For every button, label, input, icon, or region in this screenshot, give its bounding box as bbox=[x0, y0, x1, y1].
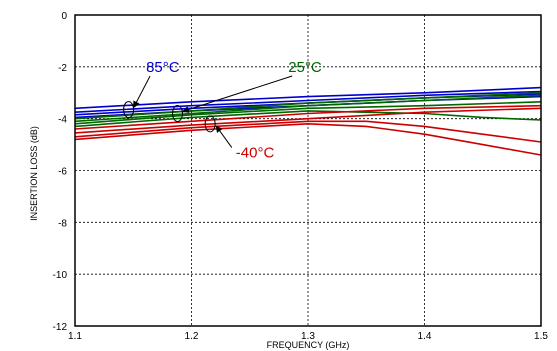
y-tick-label: -8 bbox=[58, 218, 67, 229]
annotation-label-room: 25°C bbox=[288, 59, 322, 76]
y-tick-label: -6 bbox=[58, 167, 67, 178]
series-line-cold bbox=[74, 107, 542, 134]
y-tick-label: 0 bbox=[61, 11, 67, 22]
series-line-hot bbox=[74, 90, 542, 113]
series-line-room bbox=[74, 92, 542, 120]
data-series bbox=[74, 86, 542, 156]
series-line-cold bbox=[74, 123, 542, 156]
annotation-arrow bbox=[181, 75, 293, 113]
series-line-cold bbox=[74, 104, 542, 130]
annotations: 85°C 25°C -40°C bbox=[123, 59, 322, 162]
group-marker-ellipse bbox=[172, 104, 184, 122]
series-line-cold bbox=[74, 120, 542, 143]
group-marker-ellipse bbox=[204, 115, 216, 133]
x-tick-label: 1.2 bbox=[185, 331, 199, 342]
series-line-room bbox=[74, 94, 542, 123]
x-axis-label: FREQUENCY (GHz) bbox=[267, 340, 350, 350]
y-axis-label: INSERTION LOSS (dB) bbox=[29, 126, 39, 221]
series-line-room bbox=[74, 101, 542, 125]
y-tick-label: -2 bbox=[58, 63, 67, 74]
annotation-arrow bbox=[215, 125, 233, 148]
grid-lines bbox=[75, 15, 541, 326]
annotation-label-cold: -40°C bbox=[236, 145, 275, 162]
y-tick-label: -10 bbox=[53, 270, 68, 281]
x-tick-label: 1.5 bbox=[534, 331, 548, 342]
x-tick-label: 1.1 bbox=[68, 331, 82, 342]
y-tick-label: -4 bbox=[58, 115, 67, 126]
series-line-room bbox=[74, 110, 542, 128]
series-line-hot bbox=[74, 86, 542, 110]
group-marker-ellipse bbox=[123, 101, 135, 119]
plot-frame bbox=[74, 14, 542, 327]
y-tick-label: -12 bbox=[53, 322, 68, 333]
y-axis-ticks: 0 -2 -4 -6 -8 -10 -12 bbox=[53, 11, 68, 333]
annotation-label-hot: 85°C bbox=[146, 59, 180, 76]
annotation-arrow bbox=[133, 75, 151, 109]
x-tick-label: 1.3 bbox=[301, 331, 315, 342]
x-axis-ticks: 1.1 1.2 1.3 1.4 1.5 bbox=[68, 331, 548, 342]
x-tick-label: 1.4 bbox=[418, 331, 432, 342]
